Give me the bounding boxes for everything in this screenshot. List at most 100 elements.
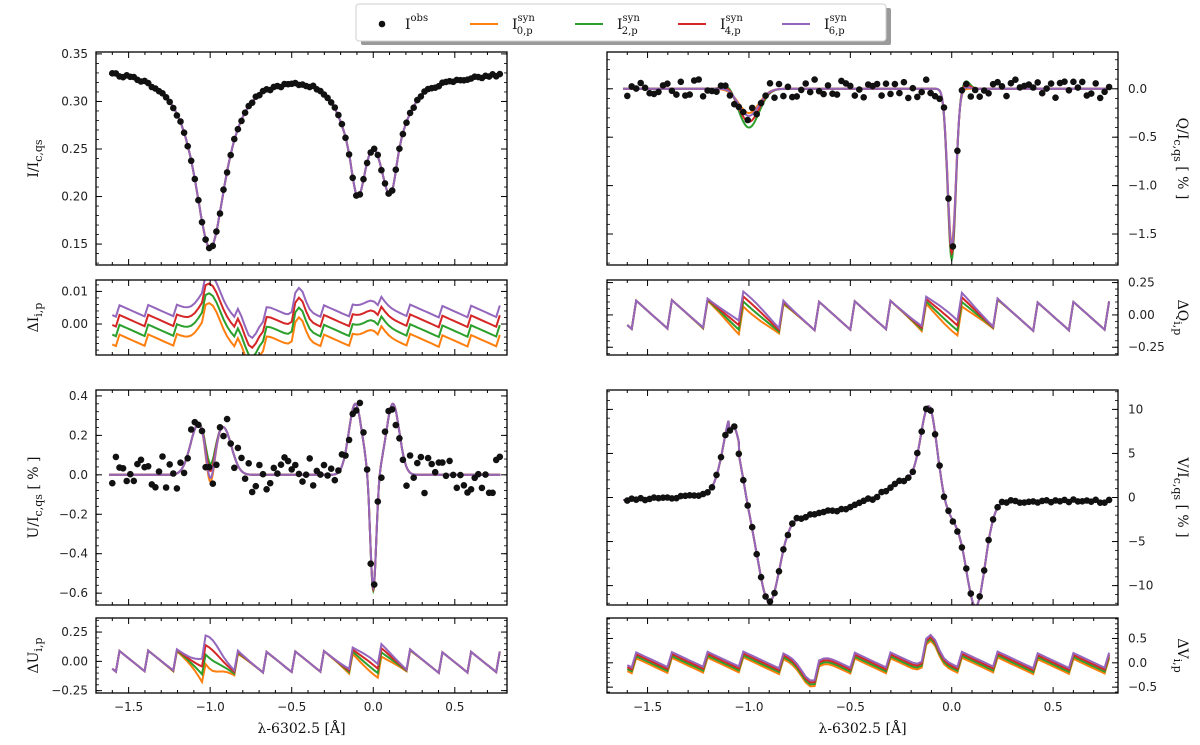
obs-point xyxy=(1074,84,1082,91)
obs-point xyxy=(985,536,992,544)
obs-point xyxy=(967,93,975,100)
obs-point xyxy=(295,470,303,478)
axes-frame xyxy=(606,279,1119,356)
obs-point xyxy=(748,523,756,531)
obs-point xyxy=(378,474,385,482)
obs-point xyxy=(936,462,943,469)
x-tick-label: −0.5 xyxy=(836,700,865,714)
obs-point xyxy=(851,92,859,99)
obs-point xyxy=(887,90,894,98)
obs-point xyxy=(1101,88,1108,96)
obs-point xyxy=(198,427,206,435)
plot-area-dV xyxy=(626,633,1111,688)
obs-point xyxy=(775,568,783,575)
y-tick-label: 0.25 xyxy=(61,625,88,639)
axes-frame xyxy=(606,51,1119,266)
y-axis-label: V/Ic,qs [ % ] xyxy=(1171,456,1190,537)
obs-point xyxy=(873,80,881,88)
x-axis-label: λ-6302.5 [Å] xyxy=(257,719,345,737)
obs-point xyxy=(331,476,339,484)
obs-point xyxy=(123,477,130,485)
obs-point xyxy=(284,457,292,465)
obs-point xyxy=(331,104,339,111)
y-tick-label: −1.0 xyxy=(1128,179,1157,193)
obs-point xyxy=(195,196,202,204)
obs-point xyxy=(1007,79,1015,87)
obs-point xyxy=(320,461,328,469)
obs-point xyxy=(704,489,711,496)
obs-point xyxy=(713,88,720,95)
series-line-s2 xyxy=(623,405,1110,605)
obs-point xyxy=(989,516,997,523)
y-tick-label: 0 xyxy=(1128,491,1136,505)
y-tick-label: −0.25 xyxy=(51,684,88,698)
obs-point xyxy=(717,453,725,461)
y-axis-label: I/Ic,qs xyxy=(26,139,45,177)
obs-point xyxy=(677,78,685,86)
y-tick-label: 0.5 xyxy=(1128,631,1147,645)
obs-point xyxy=(353,407,360,414)
obs-point xyxy=(891,80,899,88)
obs-point xyxy=(954,528,961,535)
y-tick-label: 0.0 xyxy=(1128,82,1147,96)
obs-point xyxy=(771,589,778,597)
obs-point xyxy=(1096,94,1104,102)
y-axis-label: Q/Ic,qs [ % ] xyxy=(1171,118,1190,200)
obs-point xyxy=(144,463,152,470)
obs-point xyxy=(976,593,983,600)
obs-point xyxy=(762,593,769,600)
obs-point xyxy=(726,92,734,99)
obs-point xyxy=(180,129,188,136)
obs-point xyxy=(914,449,921,457)
obs-point xyxy=(299,478,306,485)
obs-point xyxy=(421,489,428,497)
plot-area-dQ xyxy=(626,289,1111,338)
obs-point xyxy=(686,91,693,98)
obs-point xyxy=(162,484,170,491)
obs-point xyxy=(1047,80,1055,87)
obs-point xyxy=(170,470,177,477)
obs-point xyxy=(155,468,163,475)
obs-point xyxy=(900,78,908,86)
obs-point xyxy=(381,428,389,436)
obs-point xyxy=(833,91,841,98)
obs-point xyxy=(378,166,385,174)
obs-point xyxy=(775,80,783,88)
obs-point xyxy=(342,134,349,142)
panel-dV: −1.5 −1.0 −0.5 0.0 0.5 λ-6302.5 [Å] −0.5 0.0 0.5… xyxy=(606,617,1190,737)
obs-point xyxy=(1003,92,1010,100)
legend-box xyxy=(355,3,887,42)
obs-point xyxy=(338,120,346,128)
y-tick-label: −0.25 xyxy=(1128,340,1165,354)
y-tick-label: 0.0 xyxy=(69,468,88,482)
obs-point xyxy=(137,456,145,464)
series-line-s0 xyxy=(623,405,1110,605)
series-line-s4 xyxy=(623,83,1110,257)
obs-point xyxy=(370,145,378,153)
obs-point xyxy=(127,470,134,478)
obs-point xyxy=(259,470,267,478)
obs-point xyxy=(417,453,425,461)
obs-point xyxy=(496,70,504,78)
panel-I: 0.15 0.20 0.25 0.30 0.35 I/Ic,qs xyxy=(26,47,508,266)
obs-point xyxy=(847,82,854,90)
obs-point xyxy=(292,461,299,469)
obs-point xyxy=(971,86,979,94)
obs-point xyxy=(918,428,925,435)
obs-point xyxy=(789,520,796,527)
obs-point xyxy=(370,581,378,588)
panel-V: −10 −5 0 5 10 V/Ic,qs [ % ] xyxy=(606,389,1190,606)
series-line-s6 xyxy=(623,405,1110,605)
plot-area-Q xyxy=(623,76,1113,263)
obs-point xyxy=(166,98,173,106)
obs-point xyxy=(234,444,242,452)
axes-frame xyxy=(95,389,508,606)
obs-point xyxy=(624,92,631,100)
obs-point xyxy=(802,80,809,87)
obs-point xyxy=(976,93,983,100)
obs-point xyxy=(699,93,707,100)
obs-point xyxy=(949,243,957,250)
obs-point xyxy=(1034,79,1041,86)
obs-point xyxy=(335,111,342,119)
